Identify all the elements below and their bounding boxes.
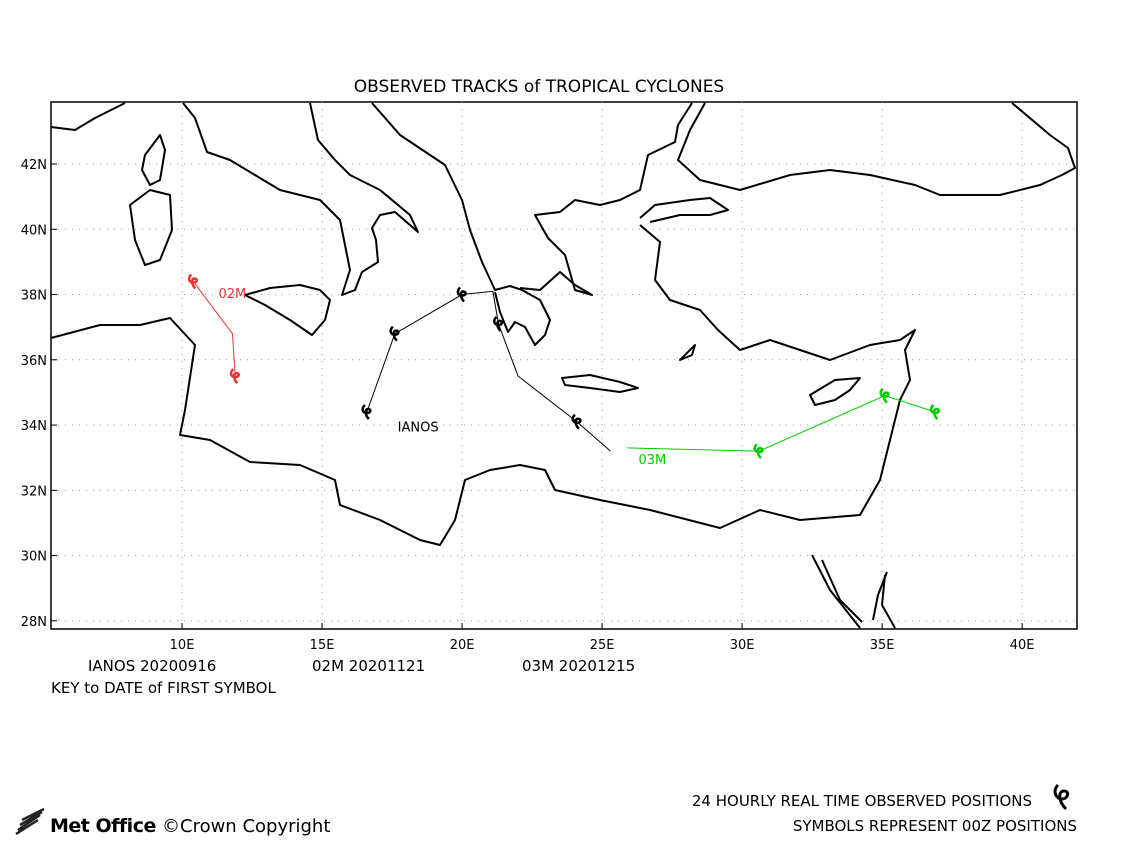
track-label: IANOS [398, 421, 439, 436]
key-title: KEY to DATE of FIRST SYMBOL [51, 679, 276, 697]
cyclone-symbol [456, 286, 467, 303]
y-tick-label: 38N [21, 289, 47, 304]
frame [50, 101, 1078, 630]
x-tick-label: 20E [450, 638, 475, 653]
plot-area: IANOS 02M 03M [50, 101, 1078, 630]
cyclone-symbol [361, 404, 372, 420]
y-tick-label: 40N [21, 223, 47, 238]
x-tick-label: 25E [590, 638, 615, 653]
y-tick-label: 28N [21, 615, 47, 630]
track-line [192, 281, 236, 377]
track-label: 02M [218, 287, 246, 302]
logo: Met Office ©Crown Copyright [15, 807, 330, 837]
coastlines [50, 102, 1076, 629]
track-label: 03M [638, 453, 666, 468]
cyclone-symbol [229, 368, 241, 384]
x-tick-label: 10E [170, 638, 195, 653]
cyclone-symbol [187, 273, 199, 290]
cyclone-symbol [929, 404, 941, 420]
brand: Met Office [50, 815, 156, 837]
cyclone-symbol [753, 443, 764, 460]
x-tick-label: 35E [870, 638, 895, 653]
axes: 10E 15E 20E 25E 30E 35E 40E 28N 30N 32N 34N 36N 38N 4… [21, 158, 1035, 653]
y-tick-label: 30N [21, 550, 47, 565]
cyclone-symbol [879, 387, 890, 404]
track-line [627, 395, 936, 452]
key-entry: 02M 20201121 [312, 657, 425, 675]
x-tick-label: 40E [1010, 638, 1035, 653]
y-tick-label: 42N [21, 158, 47, 173]
cyclone-symbol [571, 413, 582, 430]
x-tick-label: 30E [730, 638, 755, 653]
track-line [366, 290, 611, 452]
y-tick-label: 34N [21, 419, 47, 434]
y-tick-label: 36N [21, 354, 47, 369]
key-entry: IANOS 20200916 [88, 657, 216, 675]
copyright: ©Crown Copyright [162, 816, 330, 837]
note: SYMBOLS REPRESENT 00Z POSITIONS [793, 817, 1077, 835]
tracks: IANOS 02M 03M [187, 273, 941, 468]
note: 24 HOURLY REAL TIME OBSERVED POSITIONS [692, 792, 1032, 810]
legend-symbol [1053, 783, 1070, 811]
y-tick-label: 32N [21, 484, 47, 499]
cyclone-symbol [493, 316, 504, 332]
title: OBSERVED TRACKS of TROPICAL CYCLONES [354, 77, 724, 97]
key-entry: 03M 20201215 [522, 657, 635, 675]
cyclone-symbol [389, 325, 400, 342]
x-tick-label: 15E [310, 638, 335, 653]
